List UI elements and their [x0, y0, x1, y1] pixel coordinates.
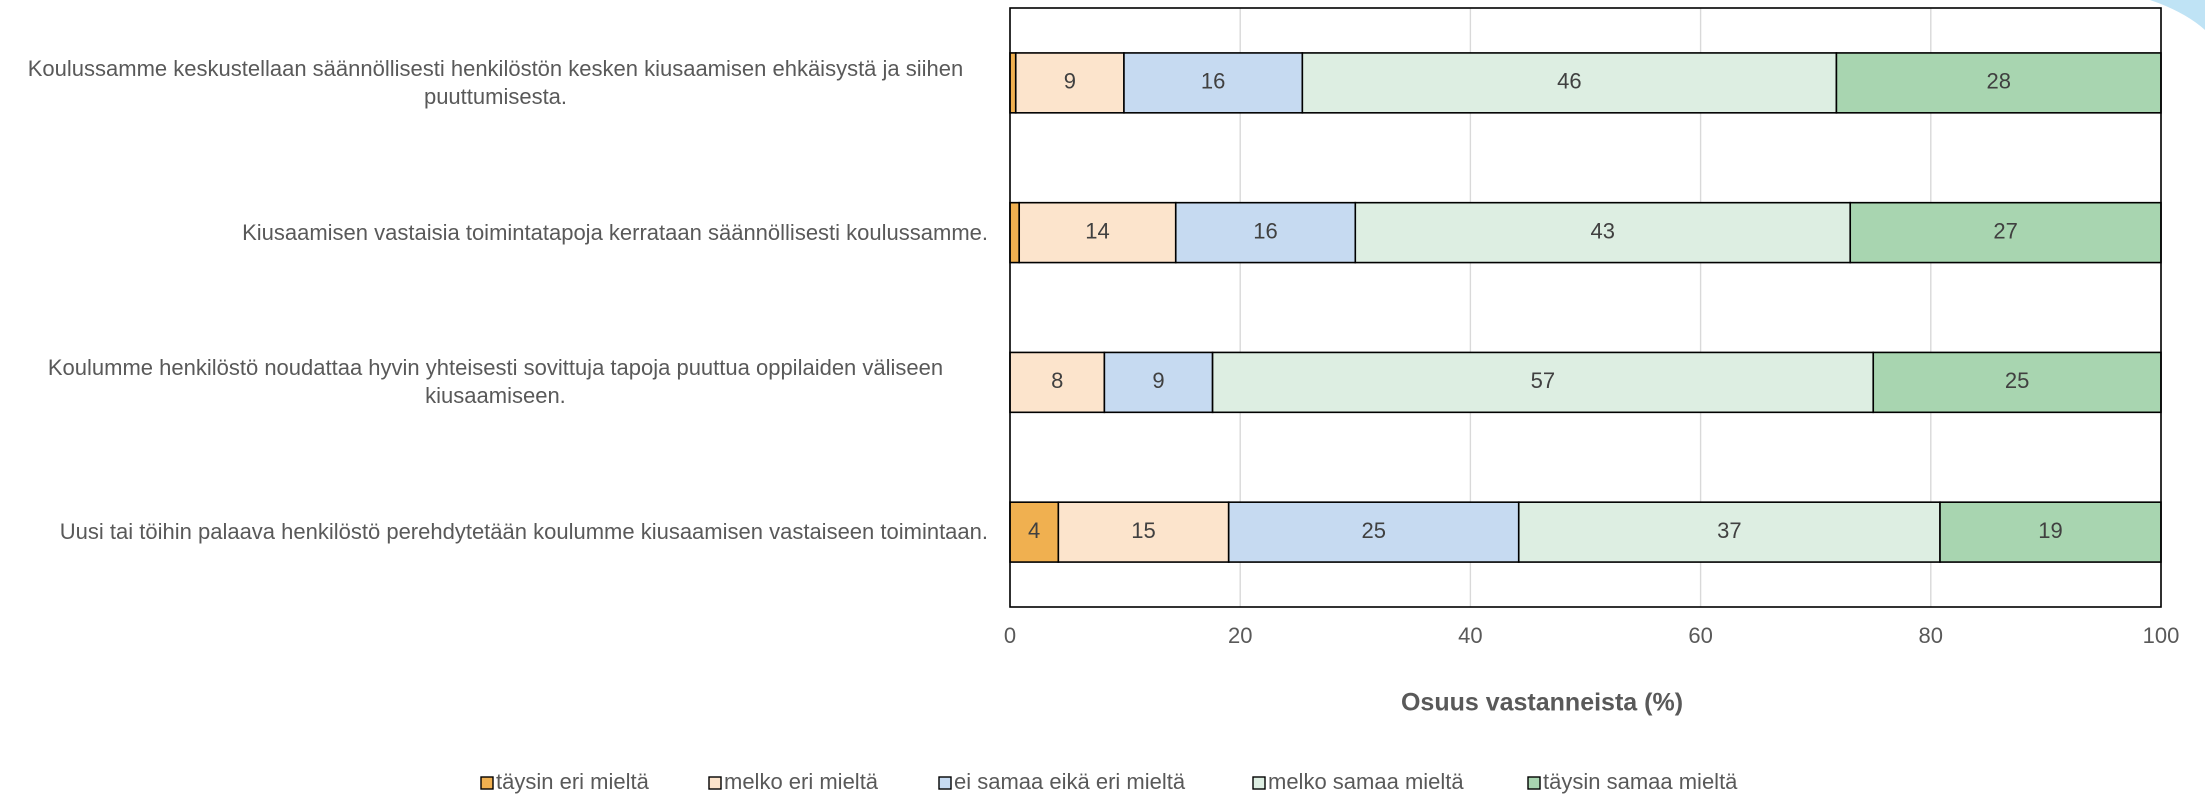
- data-label: 9: [1152, 368, 1164, 393]
- data-label: 4: [1028, 518, 1040, 543]
- legend-label: melko eri mieltä: [724, 769, 879, 794]
- legend-marker: [1252, 776, 1266, 790]
- bar-segment: [1301, 52, 1838, 114]
- bar-segment: [1517, 501, 1941, 563]
- legend-label: täysin samaa mieltä: [1543, 769, 1738, 794]
- legend-marker: [708, 776, 722, 790]
- x-tick-label: 0: [1004, 623, 1016, 648]
- data-label: 25: [2005, 368, 2029, 393]
- x-tick-label: 80: [1919, 623, 1943, 648]
- data-label: 14: [1085, 218, 1109, 243]
- data-label: 9: [1064, 69, 1076, 94]
- category-label-box: Koulumme henkilöstö noudattaa hyvin yhte…: [3, 342, 988, 422]
- bar-segment: [1103, 351, 1214, 414]
- data-label: 16: [1253, 218, 1277, 243]
- bar-segment: [1123, 52, 1304, 114]
- bar-segment: [1835, 52, 2162, 114]
- data-label: 43: [1591, 218, 1615, 243]
- bar-segment: [1009, 351, 1106, 414]
- x-tick-label: 40: [1458, 623, 1482, 648]
- corner-decoration: [2150, 0, 2205, 30]
- bar-segment: [1009, 52, 1017, 114]
- data-label: 46: [1557, 69, 1581, 94]
- bar-segment: [1009, 201, 1021, 264]
- legend-marker: [1527, 776, 1541, 790]
- legend-label: täysin eri mieltä: [496, 769, 650, 794]
- legend-marker: [480, 776, 494, 790]
- bar-segment: [1354, 201, 1852, 264]
- data-label: 15: [1131, 518, 1155, 543]
- bar-segment: [1009, 501, 1060, 563]
- plot-border: [1009, 7, 2162, 608]
- bar-segment: [1849, 201, 2162, 264]
- bar-segment: [1018, 201, 1177, 264]
- data-label: 25: [1361, 518, 1385, 543]
- legend-marker: [938, 776, 952, 790]
- category-label-box: Uusi tai töihin palaava henkilöstö pereh…: [60, 492, 988, 572]
- data-label: 27: [1993, 218, 2017, 243]
- legend-label: melko samaa mieltä: [1268, 769, 1464, 794]
- x-axis-title: Osuus vastanneista (%): [1401, 689, 1683, 717]
- data-label: 57: [1531, 368, 1555, 393]
- legend-label: ei samaa eikä eri mieltä: [954, 769, 1186, 794]
- data-label: 8: [1051, 368, 1063, 393]
- x-tick-label: 20: [1228, 623, 1252, 648]
- data-label: 19: [2038, 518, 2062, 543]
- bar-segment: [1227, 501, 1520, 563]
- data-label: 37: [1717, 518, 1741, 543]
- bar-segment: [1939, 501, 2162, 563]
- x-tick-label: 60: [1688, 623, 1712, 648]
- category-label: Koulussamme keskustellaan säännöllisesti…: [27, 55, 964, 109]
- category-label-box: Koulussamme keskustellaan säännöllisesti…: [3, 43, 988, 123]
- category-label: Kiusaamisen vastaisia toimintatapoja ker…: [242, 219, 988, 245]
- data-label: 16: [1201, 69, 1225, 94]
- data-label: 28: [1986, 69, 2010, 94]
- bar-segment: [1014, 52, 1125, 114]
- bar-segment: [1057, 501, 1230, 563]
- x-tick-label: 100: [2143, 623, 2180, 648]
- bar-segment: [1211, 351, 1875, 414]
- category-label: Koulumme henkilöstö noudattaa hyvin yhte…: [47, 355, 944, 409]
- category-label: Uusi tai töihin palaava henkilöstö pereh…: [59, 519, 988, 545]
- category-label-box: Kiusaamisen vastaisia toimintatapoja ker…: [242, 193, 988, 273]
